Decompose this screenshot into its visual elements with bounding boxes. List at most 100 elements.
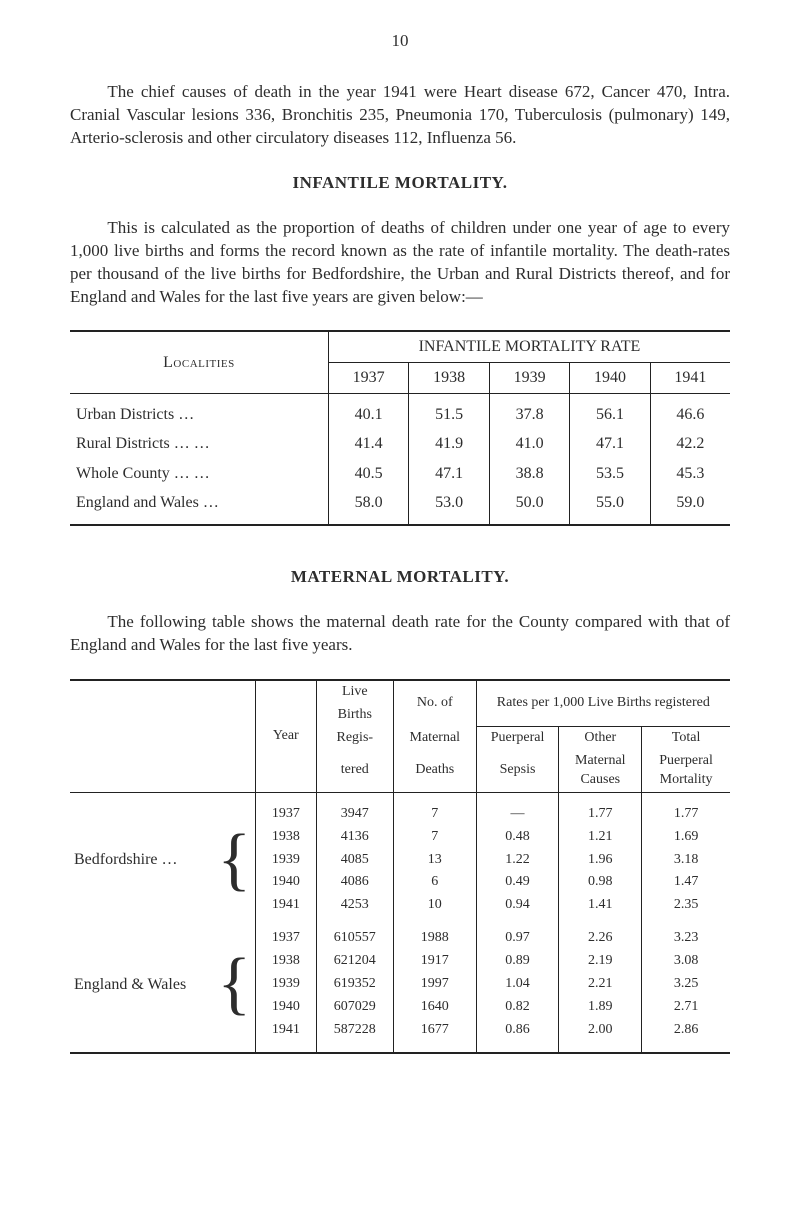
t2-cell: 3.23 <box>642 927 730 950</box>
t2-cell: 2.26 <box>559 927 642 950</box>
t1-r1-v1: 41.9 <box>409 429 489 459</box>
t2-cell: 1939 <box>255 849 316 872</box>
t2-cell: 4136 <box>316 826 393 849</box>
paragraph-1: The chief causes of death in the year 19… <box>70 81 730 150</box>
t2-cell: 0.94 <box>476 894 559 917</box>
t1-r3-v4: 59.0 <box>650 488 730 518</box>
t1-r2-v4: 45.3 <box>650 459 730 489</box>
t1-row-2: Whole County … … 40.5 47.1 38.8 53.5 45.… <box>70 459 730 489</box>
t1-r2-v1: 47.1 <box>409 459 489 489</box>
t1-r1-v4: 42.2 <box>650 429 730 459</box>
t2-head-mat1: No. of <box>393 680 476 727</box>
t2-cell: 1677 <box>393 1019 476 1042</box>
t2-head-c3a: Total <box>642 727 730 750</box>
t2-cell: 2.00 <box>559 1019 642 1042</box>
t2-cell: 1.04 <box>476 973 559 996</box>
t2-head-c2bc: MaternalCauses <box>559 750 642 792</box>
t2-cell: 1940 <box>255 996 316 1019</box>
t2-cell: 0.89 <box>476 950 559 973</box>
t1-r2-v2: 38.8 <box>489 459 569 489</box>
t2-cell: 13 <box>393 849 476 872</box>
t2-head-c1b: Sepsis <box>476 750 559 792</box>
t2-cell: 1988 <box>393 927 476 950</box>
t2-cell: 0.49 <box>476 871 559 894</box>
t2-g1-label: England & Wales <box>70 927 213 1041</box>
t1-row-3: England and Wales … 58.0 53.0 50.0 55.0 … <box>70 488 730 518</box>
paragraph-2: This is calculated as the proportion of … <box>70 217 730 309</box>
t2-cell: 0.82 <box>476 996 559 1019</box>
t2-head-mat3: Deaths <box>393 750 476 792</box>
t1-r0-v0: 40.1 <box>328 400 408 430</box>
infantile-mortality-table: Localities INFANTILE MORTALITY RATE 1937… <box>70 330 730 526</box>
t2-cell: 610557 <box>316 927 393 950</box>
t2-cell: — <box>476 803 559 826</box>
t2-head-c3bc: PuerperalMortality <box>642 750 730 792</box>
t2-cell: 1.21 <box>559 826 642 849</box>
page-number: 10 <box>70 30 730 53</box>
t2-cell: 7 <box>393 803 476 826</box>
t2-g0-label: Bedfordshire … <box>70 803 213 917</box>
t1-r3-v1: 53.0 <box>409 488 489 518</box>
t2-cell: 2.21 <box>559 973 642 996</box>
t2-cell: 2.19 <box>559 950 642 973</box>
t2-head-live3: Regis- <box>316 727 393 750</box>
t2-cell: 607029 <box>316 996 393 1019</box>
t2-cell: 3.25 <box>642 973 730 996</box>
t1-year-2: 1939 <box>489 363 569 394</box>
t1-group-head: INFANTILE MORTALITY RATE <box>328 331 730 362</box>
t2-cell: 0.48 <box>476 826 559 849</box>
t2-cell: 587228 <box>316 1019 393 1042</box>
t1-r0-v2: 37.8 <box>489 400 569 430</box>
t1-year-1: 1938 <box>409 363 489 394</box>
t2-cell: 7 <box>393 826 476 849</box>
t1-r1-v0: 41.4 <box>328 429 408 459</box>
t2-cell: 0.97 <box>476 927 559 950</box>
t2-cell: 3.08 <box>642 950 730 973</box>
t1-r0-v3: 56.1 <box>570 400 650 430</box>
t2-cell: 2.71 <box>642 996 730 1019</box>
t2-cell: 1940 <box>255 871 316 894</box>
t1-r1-v3: 47.1 <box>570 429 650 459</box>
t2-cell: 621204 <box>316 950 393 973</box>
t2-cell: 2.35 <box>642 894 730 917</box>
t2-cell: 4086 <box>316 871 393 894</box>
t2-cell: 1937 <box>255 803 316 826</box>
t2-cell: 1.77 <box>559 803 642 826</box>
t1-year-0: 1937 <box>328 363 408 394</box>
t2-cell: 1640 <box>393 996 476 1019</box>
t2-head-year: Year <box>255 680 316 792</box>
t1-r0-v1: 51.5 <box>409 400 489 430</box>
t2-cell: 1917 <box>393 950 476 973</box>
t2-cell: 1.22 <box>476 849 559 872</box>
t2-cell: 1.89 <box>559 996 642 1019</box>
t2-head-live2: Births <box>316 704 393 727</box>
t1-r0-v4: 46.6 <box>650 400 730 430</box>
t2-cell: 4253 <box>316 894 393 917</box>
t2-cell: 2.86 <box>642 1019 730 1042</box>
t2-head-rates: Rates per 1,000 Live Births registered <box>476 680 730 727</box>
t2-cell: 1937 <box>255 927 316 950</box>
t2-cell: 3947 <box>316 803 393 826</box>
t2-cell: 0.86 <box>476 1019 559 1042</box>
t1-row-0: Urban Districts … 40.1 51.5 37.8 56.1 46… <box>70 400 730 430</box>
t2-g0-r0: Bedfordshire … { 1937 3947 7 — 1.77 1.77 <box>70 803 730 826</box>
t2-head-live1: Live <box>316 680 393 704</box>
t2-g1-r0: England & Wales { 1937 610557 1988 0.97 … <box>70 927 730 950</box>
t2-cell: 1.96 <box>559 849 642 872</box>
t2-cell: 1941 <box>255 894 316 917</box>
t2-cell: 1.77 <box>642 803 730 826</box>
t2-cell: 1941 <box>255 1019 316 1042</box>
t2-cell: 0.98 <box>559 871 642 894</box>
t1-year-4: 1941 <box>650 363 730 394</box>
t1-row-1: Rural Districts … … 41.4 41.9 41.0 47.1 … <box>70 429 730 459</box>
t2-head-mat2: Maternal <box>393 727 476 750</box>
t1-r1-label: Rural Districts … … <box>70 429 328 459</box>
t1-localities-head: Localities <box>70 331 328 393</box>
t2-cell: 619352 <box>316 973 393 996</box>
t2-cell: 1.41 <box>559 894 642 917</box>
t1-r2-v3: 53.5 <box>570 459 650 489</box>
brace-icon: { <box>213 803 255 917</box>
brace-icon: { <box>213 927 255 1041</box>
heading-maternal: MATERNAL MORTALITY. <box>70 566 730 589</box>
heading-infantile: INFANTILE MORTALITY. <box>70 172 730 195</box>
